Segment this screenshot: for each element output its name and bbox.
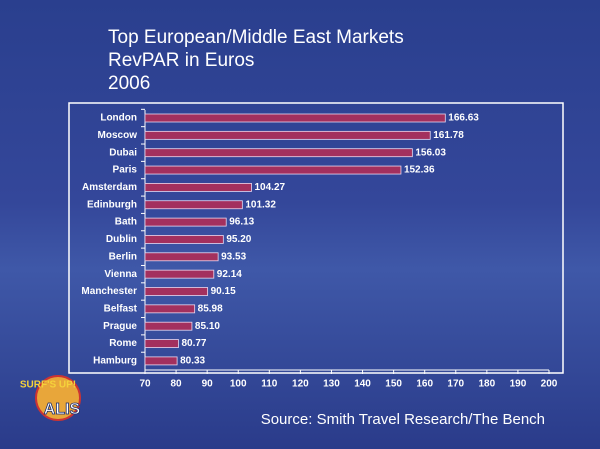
x-tick-label: 70 bbox=[139, 379, 151, 390]
value-label: 90.15 bbox=[211, 286, 236, 297]
logo-badge bbox=[35, 375, 81, 421]
bar bbox=[144, 252, 219, 262]
logo: SURF'S UP! ALIS bbox=[20, 375, 81, 421]
x-tick-label: 110 bbox=[261, 379, 278, 390]
value-label: 92.14 bbox=[217, 269, 242, 280]
x-tick-label: 130 bbox=[323, 379, 340, 390]
x-tick-label: 150 bbox=[385, 379, 402, 390]
x-tick-label: 100 bbox=[230, 379, 247, 390]
logo-text: ALIS bbox=[44, 401, 81, 418]
bar bbox=[144, 182, 252, 192]
bar bbox=[144, 269, 215, 279]
bar bbox=[144, 217, 227, 227]
x-tick-label: 190 bbox=[510, 379, 527, 390]
y-tick-label: Vienna bbox=[104, 269, 137, 280]
bar bbox=[144, 148, 413, 158]
x-tick-label: 140 bbox=[354, 379, 371, 390]
plot-frame bbox=[68, 102, 564, 374]
bar bbox=[144, 356, 178, 366]
title: RevPAR in Euros bbox=[108, 50, 254, 71]
value-label: 161.78 bbox=[433, 130, 464, 141]
y-tick-label: Amsterdam bbox=[82, 182, 137, 193]
bar bbox=[144, 235, 224, 244]
x-tick-label: 170 bbox=[447, 379, 464, 390]
y-tick-label: Manchester bbox=[81, 286, 137, 297]
source: Source: Smith Travel Research/The Bench bbox=[261, 411, 545, 428]
bar bbox=[144, 339, 179, 348]
title: 2006 bbox=[108, 73, 150, 94]
value-label: 96.13 bbox=[229, 217, 254, 228]
x-tick-label: 120 bbox=[292, 379, 309, 390]
y-tick-label: Dubai bbox=[109, 147, 137, 158]
y-tick-label: Dublin bbox=[106, 234, 137, 245]
value-label: 93.53 bbox=[221, 251, 246, 262]
value-label: 85.10 bbox=[195, 321, 220, 332]
value-label: 80.77 bbox=[181, 338, 206, 349]
title: Top European/Middle East Markets bbox=[108, 27, 404, 48]
y-tick-label: Rome bbox=[109, 338, 137, 349]
bar bbox=[144, 165, 402, 175]
value-label: 95.20 bbox=[226, 234, 251, 245]
y-tick-label: Edinburgh bbox=[87, 199, 137, 210]
bar bbox=[144, 304, 196, 314]
x-tick-label: 90 bbox=[202, 379, 214, 390]
y-tick-label: Belfast bbox=[104, 303, 138, 314]
y-tick-label: Hamburg bbox=[93, 356, 137, 367]
value-label: 85.98 bbox=[198, 303, 223, 314]
y-tick-label: Prague bbox=[103, 321, 137, 332]
y-tick-label: London bbox=[100, 113, 137, 124]
bar bbox=[144, 321, 193, 331]
logo-text: SURF'S UP! bbox=[20, 380, 76, 391]
bar bbox=[144, 287, 209, 296]
x-tick-label: 160 bbox=[416, 379, 433, 390]
x-tick-label: 80 bbox=[171, 379, 183, 390]
y-tick-label: Berlin bbox=[109, 251, 137, 262]
bar bbox=[144, 200, 243, 210]
value-label: 156.03 bbox=[415, 147, 446, 158]
y-tick-label: Paris bbox=[113, 165, 138, 176]
value-label: 166.63 bbox=[448, 113, 479, 124]
bar bbox=[144, 113, 446, 123]
y-tick-label: Bath bbox=[115, 217, 137, 228]
y-tick-label: Moscow bbox=[98, 130, 138, 141]
bar bbox=[144, 130, 431, 140]
value-label: 152.36 bbox=[404, 165, 435, 176]
x-tick-label: 200 bbox=[541, 379, 558, 390]
value-label: 80.33 bbox=[180, 356, 205, 367]
value-label: 101.32 bbox=[245, 199, 276, 210]
x-tick-label: 180 bbox=[479, 379, 496, 390]
value-label: 104.27 bbox=[255, 182, 286, 193]
